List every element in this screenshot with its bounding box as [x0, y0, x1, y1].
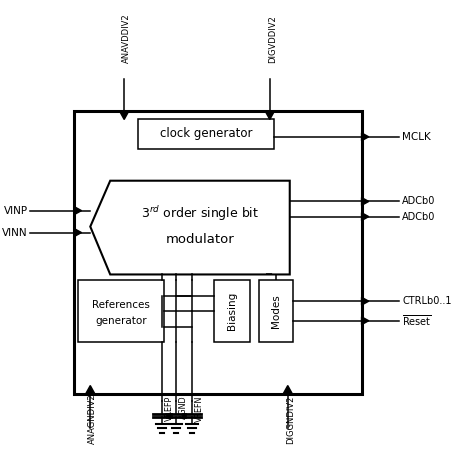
Text: Modes: Modes	[271, 295, 281, 328]
Bar	[214, 280, 250, 342]
Polygon shape	[119, 111, 129, 119]
Polygon shape	[74, 207, 82, 215]
Text: MCLK: MCLK	[402, 132, 431, 142]
Text: DIGGNDIV2: DIGGNDIV2	[286, 396, 295, 444]
Text: ANAVDDIV2: ANAVDDIV2	[122, 13, 131, 63]
Text: VREFN: VREFN	[195, 396, 204, 422]
Text: VINN: VINN	[2, 228, 28, 238]
Text: VREFP: VREFP	[165, 396, 174, 421]
Text: References: References	[92, 300, 150, 310]
Text: DIGVDDIV2: DIGVDDIV2	[268, 15, 276, 63]
Polygon shape	[361, 297, 369, 305]
Text: ADCb0: ADCb0	[402, 197, 436, 207]
Polygon shape	[90, 181, 290, 275]
Text: Biasing: Biasing	[227, 292, 237, 330]
Polygon shape	[74, 228, 82, 237]
Text: ADCb0: ADCb0	[402, 212, 436, 222]
Polygon shape	[361, 213, 369, 220]
Bar	[138, 119, 274, 149]
Polygon shape	[361, 133, 369, 141]
Text: clock generator: clock generator	[160, 127, 252, 140]
Polygon shape	[361, 198, 369, 206]
Text: modulator: modulator	[166, 233, 234, 246]
Text: ANAGNDIV2: ANAGNDIV2	[88, 393, 97, 444]
Text: AGND: AGND	[179, 396, 188, 419]
Polygon shape	[265, 111, 275, 119]
Polygon shape	[361, 317, 369, 325]
Text: CTRLb0..1: CTRLb0..1	[402, 296, 452, 306]
Bar	[78, 280, 164, 342]
Text: 3$^{rd}$ order single bit: 3$^{rd}$ order single bit	[141, 204, 259, 223]
Text: $\overline{\mathrm{Reset}}$: $\overline{\mathrm{Reset}}$	[402, 313, 432, 328]
Polygon shape	[283, 386, 292, 394]
Bar	[259, 280, 293, 342]
Text: VINP: VINP	[4, 206, 28, 216]
Polygon shape	[85, 386, 95, 394]
Text: generator: generator	[95, 316, 147, 326]
Bar	[74, 111, 361, 394]
